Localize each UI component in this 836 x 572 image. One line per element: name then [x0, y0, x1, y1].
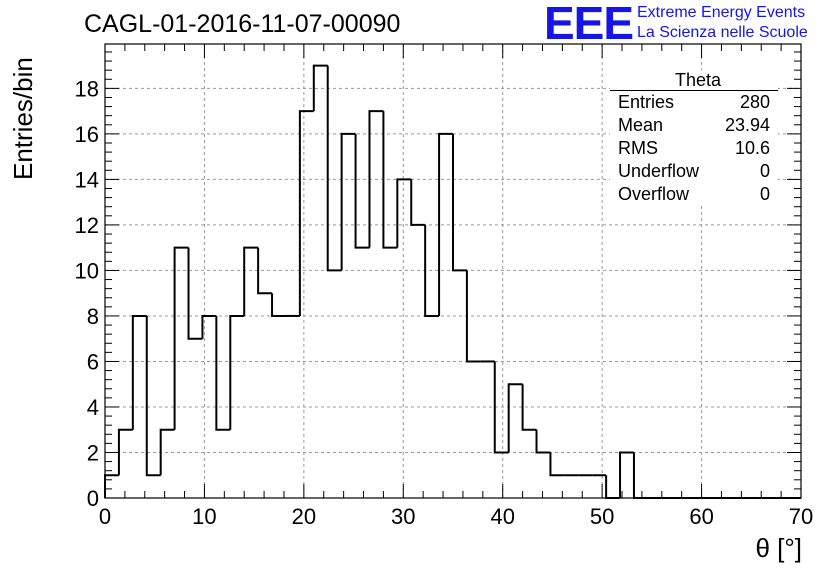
histogram-bin	[493, 361, 509, 454]
y-tick-label: 10	[75, 258, 99, 283]
histogram-bin	[452, 133, 467, 272]
histogram-bin	[507, 383, 523, 453]
x-tick-label: 0	[99, 504, 111, 529]
y-tick-label: 16	[75, 122, 99, 147]
stats-row-mean: Mean 23.94	[610, 114, 778, 137]
histogram-bin	[424, 224, 440, 317]
y-tick-label: 18	[75, 76, 99, 101]
histogram-bin	[159, 428, 175, 476]
axis-ticks	[104, 44, 802, 499]
stats-value: 23.94	[724, 115, 770, 135]
histogram-bin	[326, 65, 342, 272]
histogram-bin	[465, 270, 481, 363]
y-tick-label: 8	[87, 304, 99, 329]
y-tick-label: 2	[87, 440, 99, 465]
plot-frame	[104, 43, 802, 499]
stats-value: 10.6	[734, 138, 770, 158]
histogram-bin	[117, 428, 133, 476]
histogram-bin	[549, 452, 565, 477]
histogram-bin	[271, 293, 286, 317]
logo-line-2: La Scienza nelle Scuole	[637, 24, 808, 41]
histogram-bin	[201, 314, 217, 339]
x-tick-label: 30	[391, 504, 415, 529]
x-tick-label: 20	[292, 504, 316, 529]
x-tick-label: 10	[192, 504, 216, 529]
y-axis-label: Entries/bin	[8, 57, 38, 180]
stats-value: 0	[759, 184, 770, 204]
chart-title: CAGL-01-2016-11-07-00090	[84, 10, 401, 38]
x-tick-label: 40	[490, 504, 514, 529]
y-tick-label: 12	[75, 213, 99, 238]
tick-labels: 0 10 20 30 40 50 60 70 0 2 4 6 8 10 12 14 16 18	[75, 76, 814, 529]
histogram-bin	[521, 384, 537, 431]
eee-logo-mark: EEE	[544, 0, 634, 49]
x-tick-label: 50	[590, 504, 614, 529]
histogram-bin	[104, 474, 119, 498]
axes	[104, 43, 802, 499]
histogram-bin	[632, 452, 648, 499]
histogram-bin	[340, 132, 356, 271]
histogram-bin	[257, 247, 273, 295]
stats-row-entries: Entries 280	[610, 91, 778, 114]
y-tick-label: 0	[87, 486, 99, 511]
stats-label: Mean	[618, 115, 664, 135]
stats-box: Theta Entries 280 Mean 23.94 RMS 10.6 Un…	[610, 70, 778, 206]
eee-logo: EEE Extreme Energy Events La Scienza nel…	[540, 0, 836, 49]
logo-line-1: Extreme Energy Events	[637, 4, 806, 21]
x-axis-label: θ [°]	[755, 533, 802, 563]
histogram-bin	[410, 179, 426, 226]
histogram-bin	[187, 247, 203, 340]
y-tick-label: 14	[75, 167, 99, 192]
histogram-bin	[131, 314, 147, 430]
histogram-bin	[243, 246, 259, 316]
histogram-bin	[312, 64, 328, 112]
histogram-bin	[173, 246, 189, 430]
stats-value: 280	[739, 92, 770, 112]
histogram-bin	[229, 314, 245, 430]
x-tick-label: 70	[789, 504, 813, 529]
stats-label: Underflow	[618, 161, 700, 181]
stats-label: Overflow	[618, 184, 690, 204]
y-tick-label: 4	[87, 395, 99, 420]
stats-label: RMS	[618, 138, 658, 158]
histogram-bin	[535, 429, 551, 454]
histogram-bin	[605, 475, 621, 499]
histogram-bin	[382, 111, 398, 249]
stats-title: Theta	[610, 70, 778, 91]
histogram-bin	[145, 315, 161, 477]
histogram-bin	[438, 132, 453, 316]
histogram-bin	[215, 315, 231, 431]
histogram-bin	[368, 110, 384, 248]
histogram-bin	[396, 178, 412, 248]
histogram-bin	[298, 110, 314, 316]
stats-row-rms: RMS 10.6	[610, 137, 778, 160]
x-tick-label: 60	[689, 504, 713, 529]
stats-value: 0	[759, 161, 770, 181]
y-tick-label: 6	[87, 349, 99, 374]
stats-row-underflow: Underflow 0	[610, 160, 778, 183]
stats-row-overflow: Overflow 0	[610, 183, 778, 206]
stats-label: Entries	[618, 92, 675, 112]
histogram-bin	[354, 133, 370, 249]
histogram-bin	[619, 451, 634, 498]
histogram-bars	[104, 64, 801, 499]
